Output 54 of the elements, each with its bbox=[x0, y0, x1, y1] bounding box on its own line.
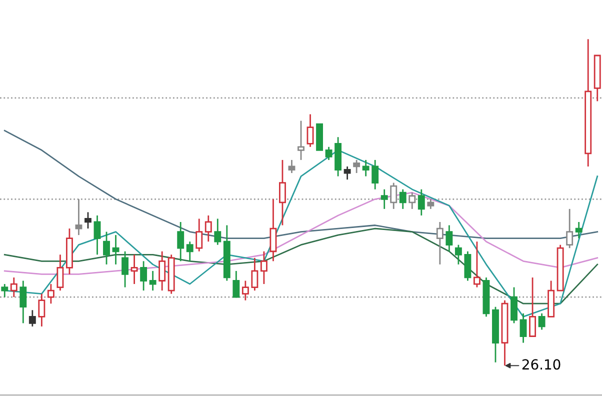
candlestick bbox=[122, 250, 129, 288]
candlestick bbox=[47, 283, 54, 304]
candlestick bbox=[473, 240, 480, 288]
candlestick bbox=[75, 198, 82, 236]
candlestick bbox=[260, 250, 268, 285]
candlestick bbox=[372, 159, 379, 190]
candlestick bbox=[94, 214, 101, 256]
candlestick bbox=[288, 159, 296, 174]
candlestick bbox=[427, 198, 434, 210]
candlestick bbox=[538, 312, 546, 330]
candlestick bbox=[177, 221, 184, 262]
candlestick bbox=[408, 192, 416, 210]
candlestick bbox=[399, 188, 406, 210]
candlestick bbox=[214, 218, 222, 246]
candlestick bbox=[298, 120, 304, 161]
candlestick bbox=[204, 214, 212, 242]
candlestick bbox=[196, 218, 203, 252]
candlestick bbox=[84, 212, 92, 230]
candlestick bbox=[130, 254, 138, 285]
candlestick bbox=[149, 270, 156, 292]
candlestick bbox=[380, 188, 388, 210]
candlestick bbox=[575, 221, 582, 240]
candlestick bbox=[56, 254, 64, 292]
candlestick bbox=[446, 224, 453, 252]
candlestick bbox=[186, 240, 194, 262]
candlestick bbox=[520, 312, 527, 344]
candlestick bbox=[103, 231, 110, 266]
candlestick bbox=[28, 309, 36, 328]
candlestick bbox=[325, 146, 332, 161]
candlestick bbox=[436, 221, 444, 266]
candlestick bbox=[353, 159, 360, 174]
candlestick bbox=[38, 293, 46, 328]
candlestick bbox=[140, 260, 148, 292]
candlestick bbox=[1, 283, 8, 298]
candlestick bbox=[20, 280, 27, 324]
candlestick bbox=[454, 244, 462, 266]
candlestick bbox=[344, 166, 351, 180]
candlestick bbox=[10, 276, 18, 298]
candlestick bbox=[270, 198, 277, 262]
candlestick bbox=[306, 114, 314, 148]
candlestick bbox=[390, 182, 398, 210]
candlestick bbox=[362, 159, 370, 177]
candlestick bbox=[242, 280, 249, 302]
candlestick bbox=[566, 208, 574, 249]
candlestick bbox=[232, 270, 240, 298]
candlestick bbox=[510, 286, 518, 324]
candlestick bbox=[112, 234, 120, 266]
candlestick bbox=[464, 250, 472, 282]
annotation: 26.10 bbox=[522, 359, 560, 370]
candlestick bbox=[418, 188, 425, 216]
candlestick bbox=[251, 257, 258, 292]
candlestick bbox=[158, 250, 166, 292]
candlestick bbox=[279, 159, 286, 226]
candlestick bbox=[529, 276, 536, 337]
